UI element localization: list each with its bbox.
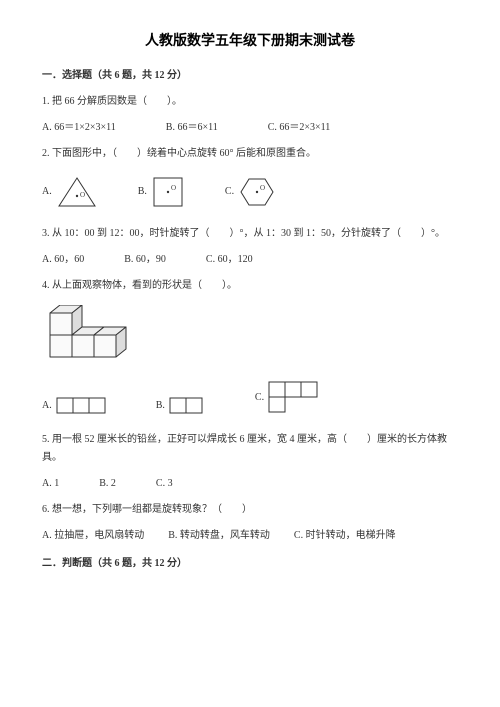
q2-a-label: A. <box>42 183 52 201</box>
question-3-options: A. 60，60 B. 60，90 C. 60，120 <box>42 251 458 269</box>
svg-text:O: O <box>260 184 265 192</box>
q6-opt-b: B. 转动转盘，风车转动 <box>168 527 270 545</box>
q2-opt-c: C. O <box>225 175 276 209</box>
q1-opt-a: A. 66＝1×2×3×11 <box>42 119 116 137</box>
cubes-3d-icon <box>42 305 152 365</box>
q5-opt-b: B. 2 <box>99 475 116 493</box>
q1-opt-b: B. 66＝6×11 <box>166 119 218 137</box>
question-4: 4. 从上面观察物体，看到的形状是（ ）。 <box>42 277 458 295</box>
section-2-head: 二．判断题（共 6 题，共 12 分） <box>42 555 458 573</box>
question-2-shapes: A. O B. O C. O <box>42 175 458 209</box>
q2-c-label: C. <box>225 183 234 201</box>
l-shape-rect-icon <box>268 381 318 415</box>
question-5: 5. 用一根 52 厘米长的铅丝，正好可以焊成长 6 厘米，宽 4 厘米，高（ … <box>42 431 458 467</box>
isometric-cubes <box>42 305 458 365</box>
q3-opt-a: A. 60，60 <box>42 251 84 269</box>
q4-opt-a: A. <box>42 397 106 415</box>
q1-opt-c: C. 66＝2×3×11 <box>268 119 331 137</box>
q4-opt-b: B. <box>156 397 205 415</box>
hexagon-shape-icon: O <box>238 175 276 209</box>
q4-opt-c: C. <box>255 381 318 415</box>
svg-text:O: O <box>80 191 85 199</box>
q2-b-label: B. <box>138 183 147 201</box>
triangle-shape-icon: O <box>56 175 98 209</box>
question-3: 3. 从 10：00 到 12：00，时针旋转了（ ）°，从 1：30 到 1：… <box>42 225 458 243</box>
page-title: 人教版数学五年级下册期末测试卷 <box>42 28 458 53</box>
q4-c-label: C. <box>255 389 264 407</box>
question-1-options: A. 66＝1×2×3×11 B. 66＝6×11 C. 66＝2×3×11 <box>42 119 458 137</box>
q6-opt-c: C. 时针转动，电梯升降 <box>294 527 396 545</box>
q4-b-label: B. <box>156 397 165 415</box>
section-1-head: 一．选择题（共 6 题，共 12 分） <box>42 67 458 85</box>
question-5-options: A. 1 B. 2 C. 3 <box>42 475 458 493</box>
q5-opt-a: A. 1 <box>42 475 59 493</box>
q5-opt-c: C. 3 <box>156 475 173 493</box>
q2-opt-b: B. O <box>138 175 185 209</box>
question-4-options: A. B. C. <box>42 381 458 415</box>
question-1: 1. 把 66 分解质因数是（ ）。 <box>42 93 458 111</box>
question-6-options: A. 拉抽屉，电风扇转动 B. 转动转盘，风车转动 C. 时针转动，电梯升降 <box>42 527 458 545</box>
question-2: 2. 下面图形中，（ ）绕着中心点旋转 60° 后能和原图重合。 <box>42 145 458 163</box>
question-6: 6. 想一想，下列哪一组都是旋转现象？（ ） <box>42 501 458 519</box>
row-2-rect-icon <box>169 397 205 415</box>
q6-opt-a: A. 拉抽屉，电风扇转动 <box>42 527 144 545</box>
svg-text:O: O <box>171 184 176 192</box>
square-shape-icon: O <box>151 175 185 209</box>
q3-opt-c: C. 60，120 <box>206 251 253 269</box>
q2-opt-a: A. O <box>42 175 98 209</box>
q3-opt-b: B. 60，90 <box>124 251 166 269</box>
row-3-rect-icon <box>56 397 106 415</box>
q4-a-label: A. <box>42 397 52 415</box>
